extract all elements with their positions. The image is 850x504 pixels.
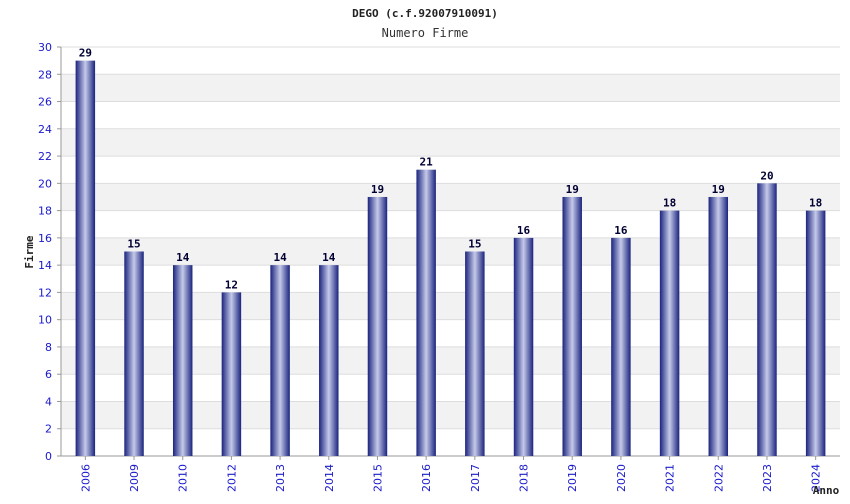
bar-value-label: 20	[760, 169, 773, 182]
bar-value-label: 14	[273, 251, 287, 264]
y-tick-label: 30	[38, 41, 52, 54]
y-tick-label: 8	[45, 341, 52, 354]
bar-value-label: 18	[663, 197, 676, 210]
y-tick-label: 18	[38, 205, 52, 218]
y-axis-label: Firme	[23, 235, 36, 268]
bar-value-label: 19	[712, 183, 725, 196]
y-tick-label: 28	[38, 68, 52, 81]
bar-value-label: 19	[566, 183, 579, 196]
bar-value-label: 15	[127, 238, 140, 251]
bar-value-label: 29	[79, 47, 92, 60]
bar	[513, 237, 534, 456]
bar	[562, 196, 582, 456]
x-tick-label: 2016	[420, 464, 433, 492]
bar-value-label: 12	[225, 278, 238, 291]
x-ticks: 2006 2009 2010 2012 2013 2014 2015 2016 2017 2018…	[79, 456, 823, 492]
chart-title: DEGO (c.f.92007910091)	[352, 7, 498, 20]
x-tick-label: 2014	[323, 464, 336, 492]
bar	[708, 196, 729, 456]
x-tick-label: 2018	[518, 464, 531, 492]
chart-subtitle: Numero Firme	[382, 26, 469, 40]
y-tick-label: 22	[38, 150, 52, 163]
y-tick-label: 10	[38, 314, 52, 327]
y-tick-label: 26	[38, 96, 52, 109]
x-tick-label: 2009	[128, 464, 141, 492]
bar-value-label: 16	[614, 224, 628, 237]
x-tick-label: 2020	[615, 464, 628, 492]
x-tick-label: 2022	[712, 464, 725, 492]
bar	[659, 210, 680, 456]
bar	[319, 265, 339, 456]
x-tick-label: 2021	[664, 464, 677, 492]
x-tick-label: 2015	[371, 464, 384, 492]
bar	[416, 169, 436, 456]
y-tick-label: 20	[38, 177, 52, 190]
y-tick-label: 2	[45, 423, 52, 436]
bar-value-label: 18	[809, 197, 822, 210]
y-tick-label: 24	[38, 123, 52, 136]
x-tick-label: 2006	[79, 464, 92, 492]
x-tick-label: 2013	[274, 464, 287, 492]
grid-band	[61, 128, 840, 157]
x-tick-label: 2024	[810, 464, 823, 492]
x-tick-label: 2023	[761, 464, 774, 492]
bar	[124, 251, 144, 456]
bar-value-label: 14	[322, 251, 336, 264]
bar-value-label: 16	[517, 224, 531, 237]
value-labels: 29 15 14 12 14 14 19 21 15 16 19 16 18 19 20 18	[79, 47, 823, 292]
y-tick-label: 14	[38, 259, 52, 272]
x-tick-label: 2010	[177, 464, 190, 492]
y-tick-label: 6	[45, 368, 52, 381]
bar	[611, 237, 631, 456]
bar	[75, 60, 96, 457]
bar-value-label: 15	[468, 238, 481, 251]
bar	[757, 183, 777, 457]
bars	[75, 60, 826, 457]
bar	[270, 265, 290, 456]
bar-value-label: 19	[371, 183, 384, 196]
bar	[465, 251, 485, 456]
y-tick-label: 0	[45, 450, 52, 463]
bar	[221, 292, 242, 456]
bar	[805, 210, 826, 456]
x-tick-label: 2017	[469, 464, 482, 492]
y-tick-label: 4	[45, 395, 52, 408]
y-tick-label: 12	[38, 286, 52, 299]
x-tick-label: 2012	[225, 464, 238, 492]
bar	[367, 196, 388, 456]
x-tick-label: 2019	[566, 464, 579, 492]
y-tick-label: 16	[38, 232, 52, 245]
bar	[172, 265, 193, 456]
bar-value-label: 21	[420, 156, 434, 169]
grid-band	[61, 74, 840, 102]
x-axis-label: Anno	[813, 484, 840, 497]
bar-value-label: 14	[176, 251, 190, 264]
